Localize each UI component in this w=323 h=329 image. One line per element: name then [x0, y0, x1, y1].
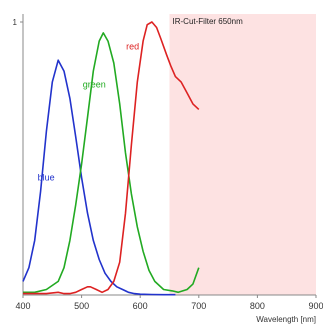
ir-cut-shaded-region — [169, 14, 316, 295]
series-label-green: green — [83, 80, 106, 90]
series-label-blue: blue — [38, 172, 55, 182]
series-label-red: red — [126, 41, 139, 51]
x-tick-label: 600 — [133, 301, 148, 311]
series-line-red — [23, 21, 200, 295]
series-line-blue — [22, 59, 176, 296]
x-tick-label: 900 — [308, 301, 323, 311]
x-tick-label: 400 — [15, 301, 30, 311]
ir-cut-annotation: IR-Cut-Filter 650nm — [173, 17, 244, 26]
x-tick-label: 500 — [74, 301, 89, 311]
series-line-green — [23, 32, 200, 294]
x-tick-label: 800 — [250, 301, 265, 311]
y-tick-label: 1 — [13, 18, 18, 27]
x-axis-label: Wavelength [nm] — [256, 315, 316, 324]
x-tick-label: 700 — [191, 301, 206, 311]
